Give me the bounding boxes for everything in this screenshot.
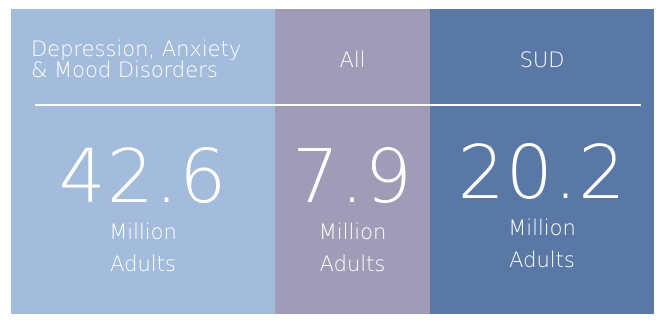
stat-column-all: All 7.9 Million Adults <box>275 9 430 314</box>
stat-unit-line: Million <box>109 220 177 244</box>
stat-unit: Million Adults <box>11 216 275 280</box>
stat-header-line: & Mood Disorders <box>31 58 218 82</box>
stat-header: All <box>275 29 430 91</box>
stat-unit-line: Million <box>318 220 387 244</box>
stat-column-sud: SUD 20.2 Million Adults <box>430 9 654 314</box>
header-divider-line <box>35 104 641 106</box>
stat-header: SUD <box>430 29 654 91</box>
stat-header-line: Depression, Anxiety <box>31 37 242 61</box>
stat-column-depression-anxiety-mood: Depression, Anxiety & Mood Disorders 42.… <box>11 9 275 314</box>
stat-unit: Million Adults <box>430 212 654 276</box>
stat-unit-line: Adults <box>509 248 575 272</box>
stat-value: 20.2 <box>457 130 627 216</box>
stats-panel: Depression, Anxiety & Mood Disorders 42.… <box>11 9 654 314</box>
stat-unit-line: Adults <box>110 252 176 276</box>
stat-unit-line: Million <box>508 216 576 240</box>
stat-unit-line: Adults <box>319 252 386 276</box>
stat-header-line: All <box>339 47 366 72</box>
stat-unit: Million Adults <box>275 216 430 280</box>
stat-header-line: SUD <box>519 47 565 72</box>
stat-value: 7.9 <box>292 134 413 220</box>
stat-header: Depression, Anxiety & Mood Disorders <box>11 29 275 91</box>
stat-value: 42.6 <box>58 134 228 220</box>
